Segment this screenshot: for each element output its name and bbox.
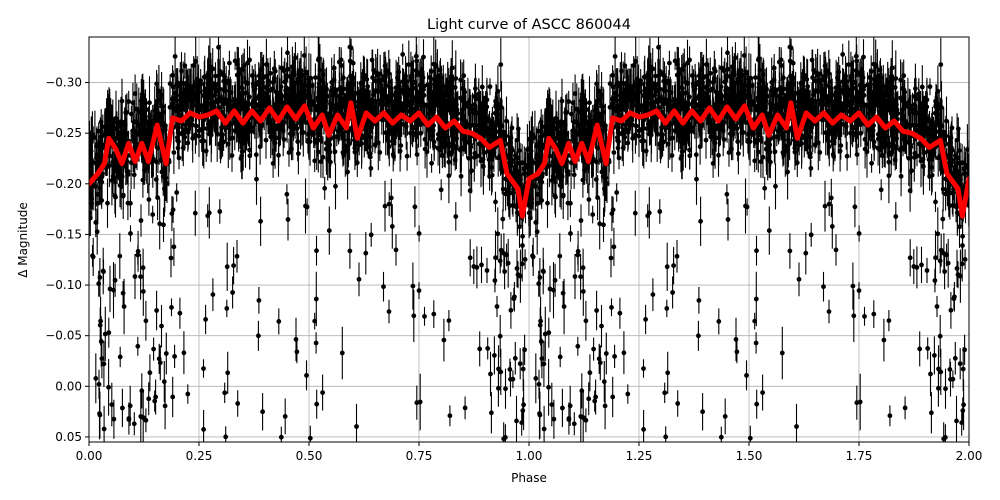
y-axis-ticks: −0.30 −0.25 −0.20 −0.15 −0.10 −0.05 0.00 0.05 xyxy=(45,76,89,444)
y-tick-label: −0.25 xyxy=(45,126,82,140)
x-axis-label: Phase xyxy=(511,471,547,485)
x-tick-label: 0.75 xyxy=(406,449,433,463)
y-tick-label: 0.05 xyxy=(55,430,82,444)
y-tick-label: 0.00 xyxy=(55,379,82,393)
x-tick-label: 0.50 xyxy=(296,449,323,463)
model-line xyxy=(89,100,969,219)
chart-title: Light curve of ASCC 860044 xyxy=(427,17,631,33)
x-tick-label: 2.00 xyxy=(956,449,983,463)
y-axis-label: Δ Magnitude xyxy=(16,202,30,278)
y-tick-label: −0.05 xyxy=(45,329,82,343)
x-tick-label: 0.00 xyxy=(76,449,103,463)
model-curve xyxy=(89,100,969,219)
y-tick-label: −0.20 xyxy=(45,177,82,191)
x-tick-label: 1.25 xyxy=(626,449,653,463)
x-tick-label: 1.50 xyxy=(736,449,763,463)
x-tick-label: 1.75 xyxy=(846,449,873,463)
x-tick-label: 0.25 xyxy=(186,449,213,463)
y-tick-label: −0.15 xyxy=(45,227,82,241)
x-axis-ticks: 0.00 0.25 0.50 0.75 1.00 1.25 1.50 1.75 2.00 xyxy=(76,442,983,463)
y-tick-label: −0.10 xyxy=(45,278,82,292)
y-tick-label: −0.30 xyxy=(45,76,82,90)
x-tick-label: 1.00 xyxy=(516,449,543,463)
observation-points xyxy=(89,37,969,442)
